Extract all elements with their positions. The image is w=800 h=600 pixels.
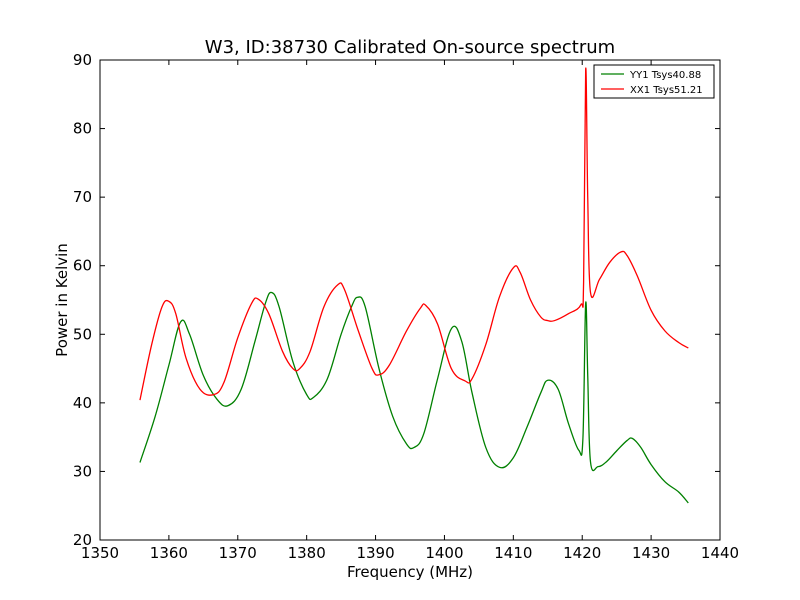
legend-label-xx1: XX1 Tsys51.21: [630, 85, 703, 96]
y-tick-label: 80: [73, 120, 92, 138]
x-tick-label: 1410: [494, 544, 532, 562]
chart-title: W3, ID:38730 Calibrated On-source spectr…: [205, 37, 615, 58]
y-axis-label: Power in Kelvin: [53, 243, 71, 357]
x-tick-label: 1380: [288, 544, 326, 562]
series-line-yy1: [139, 291, 689, 504]
x-tick-label: 1390: [356, 544, 394, 562]
x-tick-label: 1350: [81, 544, 119, 562]
legend: YY1 Tsys40.88 XX1 Tsys51.21: [593, 64, 715, 99]
plot-frame: [99, 59, 721, 541]
y-tick-label: 90: [73, 51, 92, 69]
y-axis-ticks: 20 30 40 50 60 70 80 90: [73, 51, 720, 549]
y-tick-label: 50: [73, 325, 92, 343]
x-tick-label: 1360: [150, 544, 188, 562]
x-axis-ticks: 1350 1360 1370 1380 1390 1400 1410 1420 1430 1440: [81, 60, 739, 562]
x-tick-label: 1370: [219, 544, 257, 562]
y-tick-label: 30: [73, 462, 92, 480]
y-tick-label: 70: [73, 188, 92, 206]
legend-box: [593, 64, 715, 99]
plot-area: [100, 60, 720, 540]
x-tick-label: 1430: [632, 544, 670, 562]
x-tick-label: 1420: [563, 544, 601, 562]
series-layer: [139, 67, 689, 504]
y-tick-label: 40: [73, 394, 92, 412]
y-tick-label: 60: [73, 257, 92, 275]
series-line-xx1: [139, 67, 689, 401]
x-axis-label: Frequency (MHz): [347, 563, 473, 581]
x-tick-label: 1440: [701, 544, 739, 562]
legend-label-yy1: YY1 Tsys40.88: [629, 70, 701, 81]
y-tick-label: 20: [73, 531, 92, 549]
x-tick-label: 1400: [425, 544, 463, 562]
